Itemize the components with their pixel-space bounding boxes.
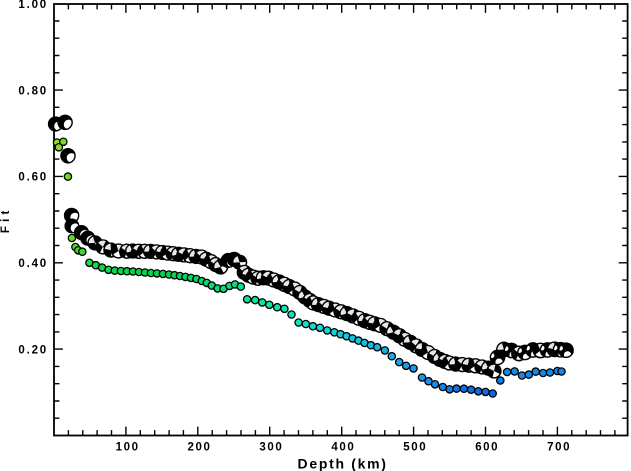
svg-text:0.20: 0.20 [18,344,48,356]
svg-text:400: 400 [331,442,355,454]
svg-text:0.60: 0.60 [18,172,48,184]
svg-text:700: 700 [547,442,571,454]
svg-text:1.00: 1.00 [18,0,48,11]
svg-text:100: 100 [116,442,140,454]
svg-text:500: 500 [403,442,427,454]
svg-text:0.80: 0.80 [18,85,48,97]
svg-text:0.40: 0.40 [18,258,48,270]
svg-text:600: 600 [475,442,499,454]
svg-text:300: 300 [259,442,283,454]
svg-text:Depth (km): Depth (km) [298,455,388,471]
svg-text:200: 200 [188,442,212,454]
svg-text:Fit: Fit [0,206,12,233]
